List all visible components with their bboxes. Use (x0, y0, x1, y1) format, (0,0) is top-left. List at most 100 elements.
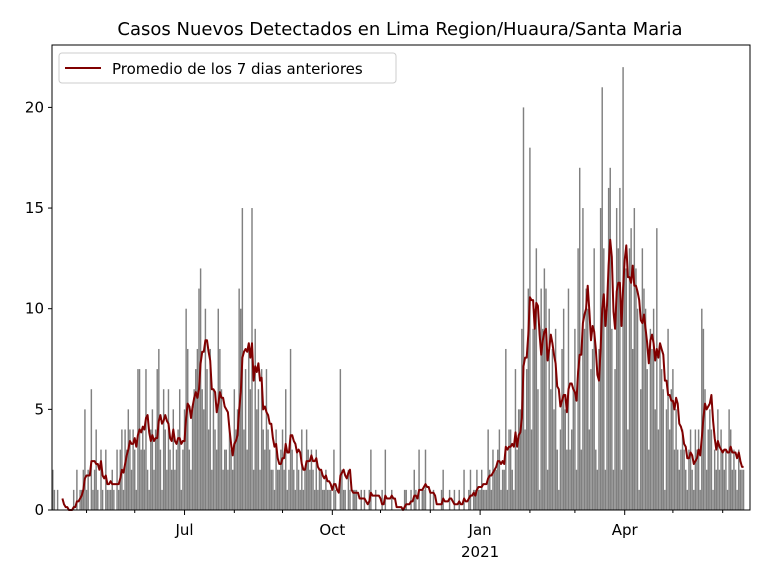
bar (453, 489, 456, 510)
bar (72, 489, 75, 510)
bar (670, 389, 673, 510)
bar (609, 167, 611, 510)
bar (347, 469, 350, 510)
bar (651, 348, 653, 510)
bar (490, 489, 493, 510)
bar (153, 469, 155, 510)
bar (713, 449, 716, 510)
bar (484, 489, 486, 510)
bar (341, 469, 343, 510)
bar (145, 369, 147, 510)
y-tick-label: 10 (25, 300, 44, 318)
bar (492, 449, 494, 510)
bar (291, 449, 293, 510)
bar (615, 208, 618, 510)
bar (505, 348, 507, 510)
bar (256, 409, 258, 510)
bar (633, 208, 636, 510)
bar (662, 389, 664, 510)
bar (705, 469, 708, 510)
bar (100, 449, 102, 510)
bar (707, 429, 709, 510)
bar (80, 489, 83, 510)
bar (167, 389, 170, 510)
bar (575, 469, 578, 510)
bar (297, 469, 300, 510)
bar (477, 489, 480, 510)
bar (273, 489, 276, 510)
bar (220, 389, 223, 510)
bar (374, 489, 377, 510)
bar (580, 449, 583, 510)
bar (201, 389, 203, 510)
bar (648, 449, 650, 510)
bar (305, 429, 308, 510)
bar (458, 489, 460, 510)
bar (198, 288, 200, 510)
bar (432, 489, 435, 510)
bar (593, 248, 595, 510)
bar (525, 369, 528, 510)
bar (423, 489, 425, 510)
bar (318, 469, 321, 510)
bar (635, 268, 637, 510)
bar (222, 469, 224, 510)
bar (268, 449, 271, 510)
bar (691, 469, 693, 510)
bar (286, 489, 289, 510)
bar (681, 429, 684, 510)
bar (701, 308, 703, 510)
bar (620, 469, 623, 510)
bar (355, 489, 358, 510)
y-tick-label: 0 (34, 501, 44, 519)
bar (644, 308, 647, 510)
bar (333, 449, 335, 510)
x-tick-label: Jan (468, 521, 492, 539)
bar (654, 409, 656, 510)
bar (712, 489, 714, 510)
bar (352, 489, 354, 510)
bar (230, 449, 232, 510)
bar (307, 449, 309, 510)
bar (503, 469, 505, 510)
bar (676, 449, 679, 510)
bar (170, 469, 173, 510)
bar (559, 429, 562, 510)
bar (217, 308, 219, 510)
bar (159, 449, 162, 510)
bar (736, 489, 738, 510)
bar (370, 449, 372, 510)
bar (180, 489, 183, 510)
bar (734, 469, 737, 510)
bar (595, 449, 597, 510)
bar (611, 328, 613, 510)
bar (641, 248, 644, 510)
bar (636, 308, 639, 510)
bar (195, 369, 197, 510)
bar (134, 449, 136, 510)
bar (101, 489, 104, 510)
bar (728, 409, 730, 510)
bar (196, 348, 199, 510)
bar (718, 469, 721, 510)
bar (463, 469, 465, 510)
bar (169, 449, 171, 510)
bar (517, 409, 520, 510)
bar (156, 369, 158, 510)
bar (228, 429, 231, 510)
bar (108, 489, 110, 510)
bar (320, 469, 322, 510)
bar (664, 489, 666, 510)
bar (640, 389, 642, 510)
bar (530, 429, 533, 510)
bar (240, 308, 242, 510)
bar (554, 328, 557, 510)
bar (532, 328, 534, 510)
bar (199, 268, 202, 510)
bar (630, 228, 632, 510)
bar (275, 429, 277, 510)
bar (572, 389, 575, 510)
bar (326, 489, 329, 510)
bar (479, 489, 481, 510)
bar (403, 489, 406, 510)
